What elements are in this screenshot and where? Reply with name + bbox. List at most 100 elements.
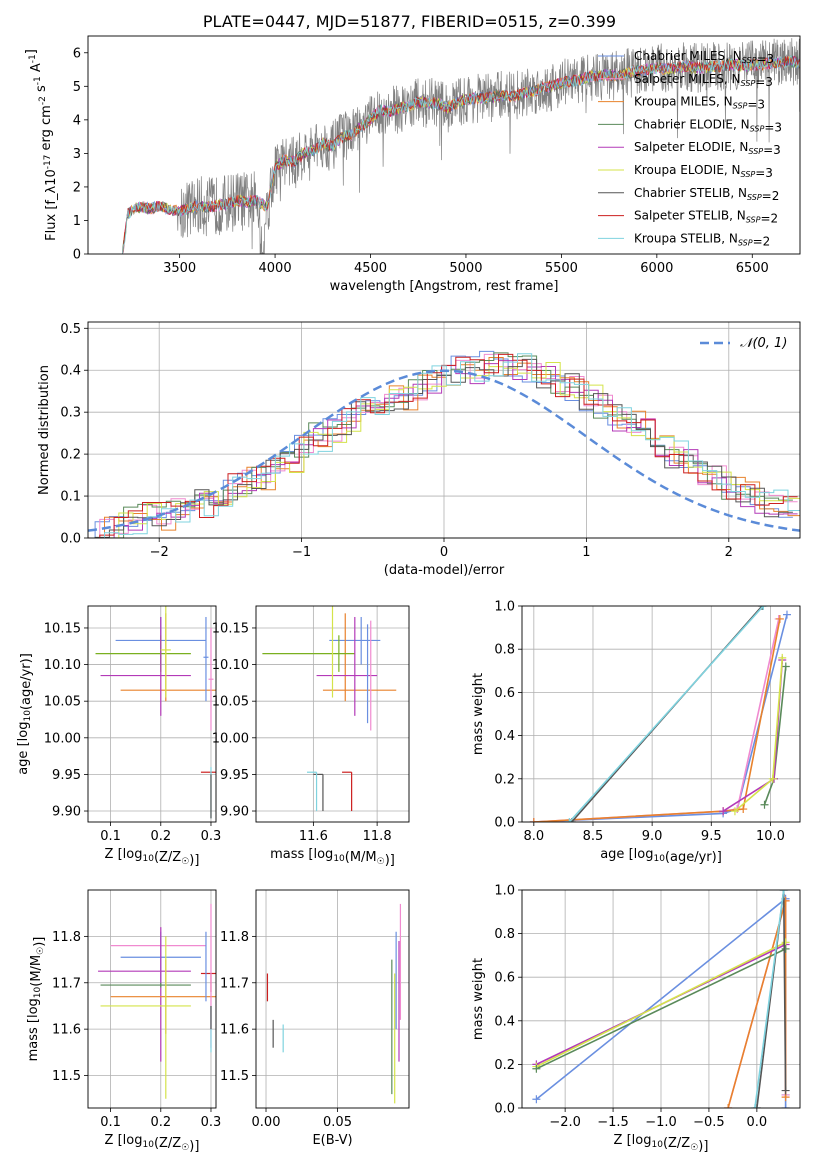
y-tick-label: 11.8 bbox=[52, 930, 81, 945]
weight-marker bbox=[775, 614, 784, 623]
plot-area bbox=[532, 890, 790, 1108]
y-tick-label: 5 bbox=[73, 80, 81, 95]
x-tick-label: −1.5 bbox=[597, 1115, 629, 1130]
y-tick-label: 10.00 bbox=[212, 731, 249, 746]
histogram-salpeter-elodie bbox=[88, 360, 798, 538]
legend: 𝒩(0, 1) bbox=[700, 336, 787, 351]
legend-label: Chabrier MILES, NSSP=3 bbox=[634, 49, 774, 66]
x-tick-label: −2 bbox=[150, 545, 169, 560]
x-tick-label: 10.0 bbox=[756, 829, 785, 844]
x-tick-label: 3500 bbox=[163, 261, 196, 276]
weight-line-kroupa-elodie bbox=[536, 941, 786, 1068]
x-tick-label: 11.8 bbox=[363, 829, 392, 844]
panel-mass-weight-vs-age: 8.0 8.5 9.0 9.5 10.0 0.0 0.2 0.4 0.6 0.8 1.0 age [l… bbox=[471, 600, 801, 865]
panel-mass-vs-Z: 0.1 0.2 0.3 11.5 11.6 11.7 11.8 Z [log10(Z/Z☉)]… bbox=[26, 889, 221, 1154]
axes-frame bbox=[521, 889, 801, 1109]
y-tick-label: 2 bbox=[73, 180, 81, 195]
y-tick-label: 10.15 bbox=[212, 621, 249, 636]
y-tick-label: 11.7 bbox=[220, 976, 249, 991]
plot-area bbox=[529, 606, 791, 822]
weight-marker bbox=[781, 944, 790, 953]
plot-area bbox=[88, 350, 800, 538]
weight-marker bbox=[739, 805, 748, 814]
histogram-chabrier-stelib bbox=[88, 358, 793, 538]
legend-label: Kroupa ELODIE, NSSP=3 bbox=[634, 163, 773, 180]
weight-marker bbox=[724, 1104, 733, 1108]
weight-line-kroupa-stelib bbox=[754, 890, 785, 1108]
y-tick-label: 0.0 bbox=[60, 532, 81, 547]
y-tick-label: 9.95 bbox=[220, 768, 249, 783]
y-axis-label: age [log10(age/yr)] bbox=[16, 653, 34, 775]
x-tick-label: −0.5 bbox=[693, 1115, 725, 1130]
y-tick-label: 9.90 bbox=[220, 805, 249, 820]
x-tick-label: −2.0 bbox=[549, 1115, 581, 1130]
y-tick-label: 11.6 bbox=[52, 1023, 81, 1038]
model-kroupa-stelib bbox=[122, 55, 800, 254]
weight-marker bbox=[730, 807, 739, 816]
y-tick-label: 0.3 bbox=[60, 406, 81, 421]
x-tick-label: 0.2 bbox=[150, 829, 171, 844]
y-axis-label: mass weight bbox=[471, 958, 486, 1040]
model-salpeter-stelib bbox=[122, 55, 800, 254]
y-tick-label: 0.6 bbox=[494, 686, 515, 701]
y-tick-label: 11.5 bbox=[52, 1069, 81, 1084]
x-tick-label: 0.2 bbox=[150, 1115, 171, 1130]
x-axis-label: wavelength [Angstrom, rest frame] bbox=[330, 279, 559, 294]
weight-marker bbox=[781, 1086, 790, 1095]
y-tick-label: 0.4 bbox=[60, 364, 81, 379]
normal-curve bbox=[88, 369, 800, 532]
figure-title: PLATE=0447, MJD=51877, FIBERID=0515, z=0… bbox=[202, 12, 617, 31]
y-tick-label: 0.2 bbox=[60, 448, 81, 463]
legend-label: 𝒩(0, 1) bbox=[740, 336, 787, 351]
x-tick-label: −1.0 bbox=[645, 1115, 677, 1130]
x-axis-label: Z [log10(Z/Z☉)] bbox=[105, 847, 200, 868]
y-tick-label: 1.0 bbox=[494, 884, 515, 899]
weight-line-kroupa-stelib bbox=[568, 606, 764, 822]
plot-area bbox=[266, 903, 402, 1104]
y-tick-label: 10.10 bbox=[44, 658, 81, 673]
x-tick-label: 8.5 bbox=[583, 829, 604, 844]
x-tick-label: 0.00 bbox=[252, 1115, 281, 1130]
x-tick-label: 9.0 bbox=[642, 829, 663, 844]
weight-marker bbox=[532, 1064, 541, 1073]
legend-label: Kroupa MILES, NSSP=3 bbox=[634, 95, 765, 112]
legend: Chabrier MILES, NSSP=3 Salpeter MILES, NS… bbox=[598, 49, 782, 248]
x-axis-label: Z [log10(Z/Z☉)] bbox=[614, 1133, 709, 1154]
x-tick-label: 6500 bbox=[736, 261, 769, 276]
y-tick-label: 10.05 bbox=[44, 695, 81, 710]
model-chabrier-stelib bbox=[122, 55, 800, 254]
weight-marker bbox=[752, 1104, 761, 1108]
axes-frame bbox=[87, 321, 801, 539]
weight-line-chabrier-stelib bbox=[756, 890, 787, 1108]
x-tick-label: 8.0 bbox=[523, 829, 544, 844]
axes-frame bbox=[521, 605, 801, 823]
y-tick-label: 0.4 bbox=[494, 729, 515, 744]
x-tick-label: 6000 bbox=[640, 261, 673, 276]
y-tick-label: 10.10 bbox=[212, 658, 249, 673]
y-tick-label: 0.6 bbox=[494, 971, 515, 986]
x-tick-label: 0.1 bbox=[100, 829, 121, 844]
legend-label: Chabrier STELIB, NSSP=2 bbox=[634, 186, 779, 203]
y-tick-label: 4 bbox=[73, 113, 81, 128]
y-tick-label: 9.95 bbox=[52, 768, 81, 783]
axes-frame bbox=[87, 35, 801, 255]
legend-label: Salpeter MILES, NSSP=3 bbox=[634, 72, 773, 89]
legend-label: Kroupa STELIB, NSSP=2 bbox=[634, 231, 770, 248]
weight-marker bbox=[758, 606, 767, 610]
y-tick-label: 11.7 bbox=[52, 976, 81, 991]
x-axis-label: Z [log10(Z/Z☉)] bbox=[105, 1133, 200, 1154]
axes-frame bbox=[87, 889, 217, 1109]
plot-area bbox=[98, 903, 216, 1099]
weight-marker bbox=[529, 818, 538, 822]
panel-mass-vs-ebv: 0.00 0.05 11.5 11.6 11.7 11.8 E(B-V) bbox=[220, 889, 410, 1148]
panel-age-vs-Z: 0.1 0.2 0.3 9.90 9.95 10.00 10.05 10.10 10.15 Z [… bbox=[16, 605, 221, 868]
plot-area bbox=[95, 606, 216, 819]
y-tick-label: 0.4 bbox=[494, 1014, 515, 1029]
y-tick-label: 10.05 bbox=[212, 695, 249, 710]
x-axis-label: E(B-V) bbox=[312, 1133, 352, 1148]
y-tick-label: 3 bbox=[73, 147, 81, 162]
axes-frame bbox=[255, 889, 410, 1109]
weight-marker bbox=[719, 807, 728, 816]
histogram-kroupa-stelib bbox=[90, 353, 800, 538]
